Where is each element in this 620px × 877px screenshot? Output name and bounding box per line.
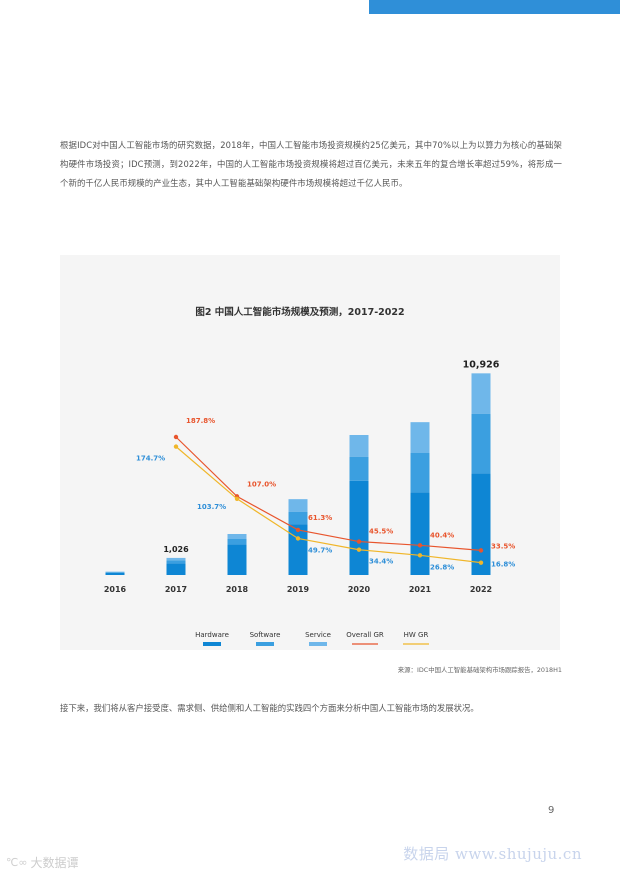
bar-software-2019 bbox=[288, 511, 308, 525]
bar-hardware-2017 bbox=[166, 563, 186, 575]
growth-label: 174.7% bbox=[136, 455, 165, 463]
growth-label: 16.8% bbox=[491, 561, 515, 569]
line-overall-gr bbox=[175, 436, 482, 551]
growth-label: 45.5% bbox=[369, 528, 393, 536]
bar-hardware-2016 bbox=[105, 573, 125, 575]
point-overall-gr-2019 bbox=[295, 527, 301, 533]
x-tick-label: 2017 bbox=[165, 585, 187, 594]
point-hw-gr-2020 bbox=[356, 547, 362, 552]
growth-label: 187.8% bbox=[186, 417, 215, 425]
bar-hardware-2020 bbox=[349, 480, 369, 575]
bar-software-2020 bbox=[349, 456, 369, 481]
point-hw-gr-2018 bbox=[234, 496, 240, 501]
source-note: 来源：IDC中国人工智能基础架构市场跟踪报告，2018H1 bbox=[397, 666, 562, 674]
growth-label: 49.7% bbox=[308, 546, 332, 554]
bar-software-2022 bbox=[471, 413, 491, 474]
watermark-right: 数据局 www.shujuju.cn bbox=[403, 845, 582, 863]
bar-software-2021 bbox=[410, 453, 430, 493]
growth-label: 40.4% bbox=[430, 531, 454, 539]
watermark-logo-icon: ℃∞ bbox=[6, 856, 28, 869]
x-tick-label: 2018 bbox=[226, 585, 249, 594]
bar-service-2021 bbox=[410, 422, 430, 453]
bar-software-2016 bbox=[105, 572, 125, 573]
x-axis: 2016 2017 2018 2019 2020 2021 2022 bbox=[104, 585, 492, 594]
bar-service-2017 bbox=[166, 557, 186, 561]
bar-hardware-2022 bbox=[471, 473, 491, 575]
bar-service-2022 bbox=[471, 373, 491, 414]
legend-label: Overall GR bbox=[346, 631, 384, 639]
legend: Hardware Software Service Overall GR HW GR bbox=[195, 631, 429, 646]
line-hw-gr bbox=[175, 446, 482, 564]
top-accent-bar bbox=[369, 0, 620, 14]
page-number: 9 bbox=[548, 805, 555, 816]
x-tick-label: 2016 bbox=[104, 585, 127, 594]
intro-paragraph: 根据IDC对中国人工智能市场的研究数据，2018年，中国人工智能市场投资规模约2… bbox=[60, 140, 562, 189]
total-label-2017: 1,026 bbox=[163, 545, 189, 554]
growth-label: 34.4% bbox=[369, 558, 393, 566]
bar-hardware-2019 bbox=[288, 524, 308, 575]
chart-title: 图2 中国人工智能市场规模及预测，2017-2022 bbox=[195, 306, 404, 318]
lines-layer bbox=[173, 434, 484, 565]
legend-swatch bbox=[203, 642, 221, 646]
bars-layer bbox=[105, 373, 491, 575]
point-overall-gr-2021 bbox=[417, 543, 423, 548]
total-label-2022: 10,926 bbox=[463, 359, 500, 370]
point-hw-gr-2022 bbox=[478, 560, 484, 565]
x-tick-label: 2019 bbox=[287, 585, 310, 594]
market-chart: 图2 中国人工智能市场规模及预测，2017-2022 1,026 10,926 18… bbox=[104, 306, 515, 646]
point-overall-gr-2022 bbox=[478, 548, 484, 553]
legend-swatch bbox=[256, 642, 274, 646]
bar-hardware-2021 bbox=[410, 492, 430, 575]
bar-hardware-2018 bbox=[227, 544, 247, 575]
x-tick-label: 2022 bbox=[470, 585, 492, 594]
growth-label: 61.3% bbox=[308, 514, 332, 522]
bar-service-2018 bbox=[227, 534, 247, 539]
outro-paragraph: 接下来，我们将从客户接受度、需求侧、供给侧和人工智能的实践四个方面来分析中国人工… bbox=[60, 703, 479, 713]
x-tick-label: 2021 bbox=[409, 585, 432, 594]
x-tick-label: 2020 bbox=[348, 585, 371, 594]
point-overall-gr-2017 bbox=[173, 434, 179, 440]
chart-panel: 图2 中国人工智能市场规模及预测，2017-2022 1,026 10,926 18… bbox=[60, 255, 560, 650]
watermark-left: ℃∞ 大数据谭 bbox=[6, 854, 79, 871]
point-overall-gr-2020 bbox=[356, 539, 362, 544]
watermark-left-text: 大数据谭 bbox=[30, 856, 79, 870]
legend-label: Hardware bbox=[195, 631, 229, 639]
point-hw-gr-2017 bbox=[173, 444, 179, 449]
point-hw-gr-2019 bbox=[295, 536, 301, 541]
bar-software-2017 bbox=[166, 560, 186, 564]
bar-service-2020 bbox=[349, 435, 369, 457]
labels-layer: 1,026 10,926 187.8% 107.0% 61.3% 45.5% 40.4% 33… bbox=[136, 359, 515, 571]
growth-label: 107.0% bbox=[247, 480, 276, 488]
bar-software-2018 bbox=[227, 539, 247, 545]
legend-swatch bbox=[309, 642, 327, 646]
growth-label: 103.7% bbox=[197, 503, 226, 511]
legend-label: HW GR bbox=[404, 631, 429, 639]
bar-service-2016 bbox=[105, 571, 125, 573]
growth-label: 26.8% bbox=[430, 563, 454, 571]
growth-label: 33.5% bbox=[491, 542, 515, 550]
legend-label: Software bbox=[250, 631, 281, 639]
bar-service-2019 bbox=[288, 499, 308, 512]
legend-label: Service bbox=[305, 631, 331, 639]
point-hw-gr-2021 bbox=[417, 553, 423, 558]
